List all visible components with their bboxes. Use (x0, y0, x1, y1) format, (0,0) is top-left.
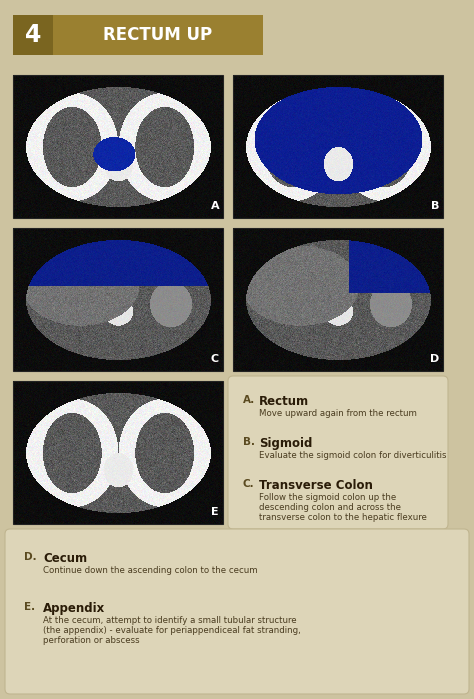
Text: E.: E. (24, 602, 35, 612)
Text: E: E (211, 507, 219, 517)
Text: Sigmoid: Sigmoid (259, 437, 312, 450)
Text: A: A (210, 201, 219, 211)
Text: Appendix: Appendix (43, 602, 105, 615)
Text: B: B (431, 201, 439, 211)
Text: Follow the sigmoid colon up the: Follow the sigmoid colon up the (259, 493, 396, 502)
Text: Cecum: Cecum (43, 552, 87, 565)
Text: B.: B. (243, 437, 255, 447)
Text: Rectum: Rectum (259, 395, 309, 408)
Text: transverse colon to the hepatic flexure: transverse colon to the hepatic flexure (259, 513, 427, 522)
Text: C.: C. (243, 479, 255, 489)
FancyBboxPatch shape (5, 529, 469, 694)
Text: Evaluate the sigmoid colon for diverticulitis: Evaluate the sigmoid colon for diverticu… (259, 451, 447, 460)
Text: C: C (211, 354, 219, 364)
Text: Move upward again from the rectum: Move upward again from the rectum (259, 409, 417, 418)
Text: 4: 4 (25, 23, 41, 47)
Text: Transverse Colon: Transverse Colon (259, 479, 373, 492)
Text: descending colon and across the: descending colon and across the (259, 503, 401, 512)
Text: A.: A. (243, 395, 255, 405)
FancyBboxPatch shape (53, 15, 263, 55)
Text: RECTUM UP: RECTUM UP (103, 26, 212, 44)
Text: Continue down the ascending colon to the cecum: Continue down the ascending colon to the… (43, 566, 258, 575)
Text: (the appendix) - evaluate for periappendiceal fat stranding,: (the appendix) - evaluate for periappend… (43, 626, 301, 635)
FancyBboxPatch shape (13, 15, 53, 55)
Text: D.: D. (24, 552, 36, 562)
Text: perforation or abscess: perforation or abscess (43, 636, 140, 645)
Text: At the cecum, attempt to identify a small tubular structure: At the cecum, attempt to identify a smal… (43, 616, 297, 625)
FancyBboxPatch shape (228, 376, 448, 529)
Text: D: D (430, 354, 439, 364)
